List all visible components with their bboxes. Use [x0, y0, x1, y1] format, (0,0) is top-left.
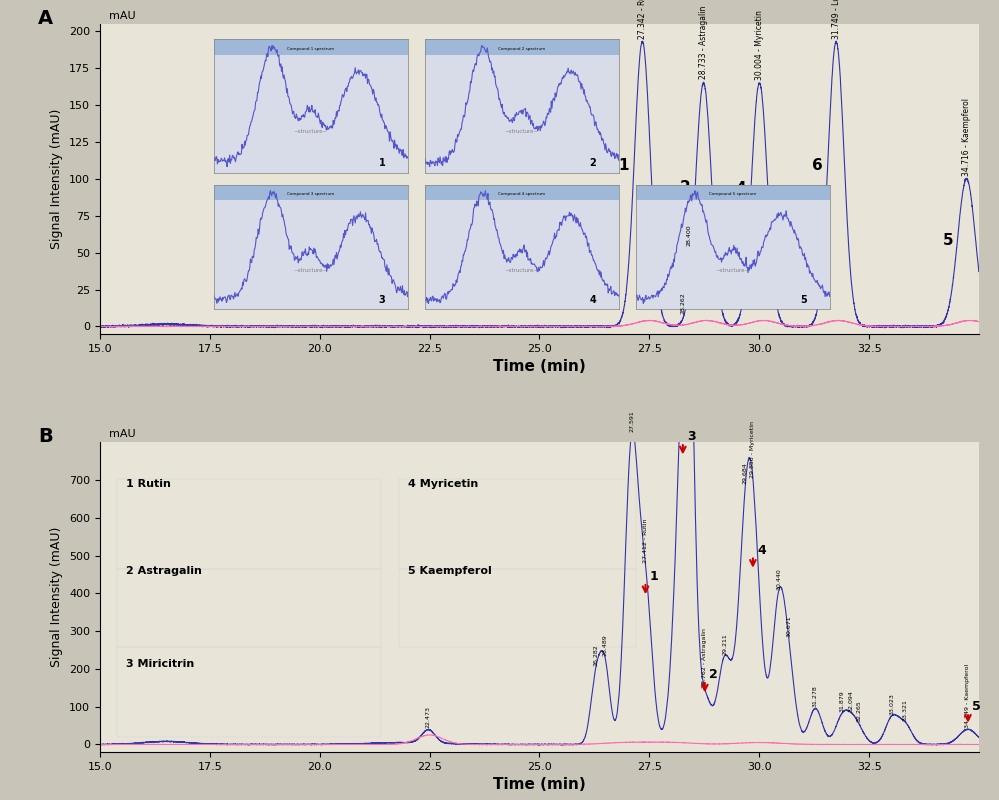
Text: mAU: mAU: [109, 11, 135, 21]
Text: 29.856 - Myricetin: 29.856 - Myricetin: [750, 421, 755, 478]
Text: 5: 5: [972, 701, 981, 714]
Text: 31.879: 31.879: [839, 690, 844, 712]
Text: 27.412 - Rutin: 27.412 - Rutin: [643, 519, 648, 563]
Y-axis label: Signal Intensity (mAU): Signal Intensity (mAU): [51, 109, 64, 249]
X-axis label: Time (min): Time (min): [494, 359, 585, 374]
Text: mAU: mAU: [109, 429, 135, 439]
Text: 1: 1: [650, 570, 658, 583]
Text: 32.265: 32.265: [856, 700, 861, 722]
X-axis label: Time (min): Time (min): [494, 778, 585, 792]
Text: 28.762 - Astragalin: 28.762 - Astragalin: [702, 628, 707, 688]
Text: 2: 2: [679, 180, 690, 195]
Text: 26.282: 26.282: [593, 645, 598, 666]
Text: 32.094: 32.094: [849, 690, 854, 712]
Text: B: B: [38, 426, 53, 446]
Text: 3: 3: [687, 430, 696, 443]
Text: 2: 2: [709, 668, 718, 682]
Text: 34.716 - Kaempferol: 34.716 - Kaempferol: [962, 98, 971, 176]
Text: 1 Rutin: 1 Rutin: [126, 479, 171, 490]
Text: 28.262: 28.262: [680, 292, 685, 314]
Text: 5: 5: [942, 233, 953, 248]
Text: 1: 1: [618, 158, 628, 173]
Text: A: A: [38, 9, 54, 27]
Text: 30.004 - Myricetin: 30.004 - Myricetin: [755, 10, 764, 80]
Text: 5 Kaempferol: 5 Kaempferol: [408, 566, 492, 576]
Text: 28.733 - Astragalin: 28.733 - Astragalin: [699, 6, 708, 79]
Y-axis label: Signal Intensity (mAU): Signal Intensity (mAU): [51, 527, 64, 667]
Text: 30.671: 30.671: [786, 615, 791, 637]
Text: 2 Astragalin: 2 Astragalin: [126, 566, 202, 576]
Text: 27.342 - Rutin: 27.342 - Rutin: [638, 0, 647, 38]
Text: 31.749 - Luteolin: 31.749 - Luteolin: [831, 0, 840, 39]
Text: 4: 4: [735, 181, 746, 196]
Text: 29.684: 29.684: [743, 462, 748, 484]
Text: 34.749 - Kaempferol: 34.749 - Kaempferol: [965, 664, 970, 728]
Text: 29.211: 29.211: [722, 633, 727, 654]
Text: 33.321: 33.321: [903, 698, 908, 721]
Text: 27.591: 27.591: [629, 410, 634, 432]
Text: 33.023: 33.023: [890, 693, 895, 714]
Text: 26.489: 26.489: [602, 634, 607, 656]
Text: 30.440: 30.440: [776, 568, 781, 590]
Text: 3 Miricitrin: 3 Miricitrin: [126, 659, 195, 669]
Text: 4: 4: [757, 544, 766, 557]
Text: 31.278: 31.278: [813, 686, 818, 707]
Text: 6: 6: [812, 158, 823, 173]
Text: 4 Myricetin: 4 Myricetin: [408, 479, 478, 490]
Text: 28.400: 28.400: [686, 224, 691, 246]
Text: 22.473: 22.473: [426, 706, 431, 728]
